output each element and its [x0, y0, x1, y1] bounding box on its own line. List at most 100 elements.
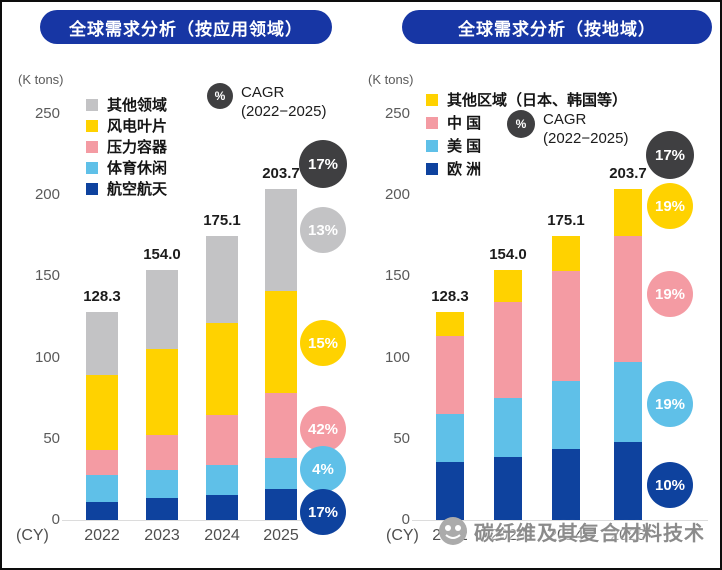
- watermark-text: 碳纤维及其复合材料技术: [474, 522, 705, 545]
- legend-item: 中 国: [426, 111, 627, 134]
- legend-item: 航空航天: [86, 178, 167, 199]
- bar-segment: [86, 375, 118, 451]
- percent-icon: %: [207, 83, 233, 109]
- bar-total-label: 128.3: [431, 287, 469, 305]
- bar-segment: [614, 442, 642, 520]
- bar-segment: [436, 461, 464, 520]
- bar-segment: [265, 458, 297, 490]
- bar-segment: [206, 464, 238, 495]
- legend-label: 其他领域: [107, 97, 168, 114]
- bar-segment: [552, 449, 580, 520]
- legend-label: 风电叶片: [107, 118, 168, 135]
- legend-swatch: [426, 93, 438, 106]
- legend-label: 压力容器: [107, 139, 168, 156]
- bar-segment: [494, 302, 522, 399]
- y-axis-tick: 0: [401, 511, 410, 528]
- x-axis-line: [412, 520, 708, 521]
- cagr-range: (2022−2025): [543, 130, 629, 147]
- bar-segment: [494, 398, 522, 457]
- legend-label: 体育休闲: [107, 160, 168, 177]
- stacked-bar-2023: [494, 269, 522, 520]
- legend-item: 体育休闲: [86, 157, 167, 178]
- cagr-badge: 19%: [647, 183, 693, 229]
- legend: 其他区域（日本、韩国等） 中 国美 国欧 洲: [426, 88, 627, 180]
- cagr-badge: 17%: [300, 489, 346, 535]
- x-axis-year-label: 2024: [204, 527, 240, 544]
- bar-segment: [206, 494, 238, 520]
- legend-item: 其他领域: [86, 94, 167, 115]
- bar-total-label: 203.7: [609, 165, 647, 183]
- stacked-bar-2025: [265, 189, 297, 520]
- bar-segment: [206, 323, 238, 416]
- bar-segment: [436, 311, 464, 337]
- watermark-logo-icon: [439, 517, 467, 545]
- x-axis-line: [62, 520, 344, 521]
- y-axis-tick: 250: [384, 105, 410, 122]
- y-axis-tick: 250: [34, 105, 60, 122]
- bar-segment: [146, 348, 178, 435]
- x-axis-unit-label: (CY): [16, 527, 49, 544]
- y-axis-tick: 100: [384, 348, 410, 366]
- legend-item: 压力容器: [86, 136, 167, 157]
- cagr-title: CAGR: [241, 84, 285, 101]
- bar-segment: [86, 311, 118, 376]
- cagr-badge: 15%: [300, 320, 346, 366]
- cagr-title: CAGR: [543, 111, 587, 128]
- bar-segment: [494, 269, 522, 303]
- y-axis-tick: 50: [393, 429, 410, 447]
- legend-swatch: [86, 140, 98, 153]
- bar-segment: [86, 474, 118, 503]
- chart-title: 全球需求分析（按应用领域）: [40, 10, 332, 44]
- cagr-header: % CAGR (2022−2025): [207, 83, 327, 121]
- stacked-bar-2023: [146, 269, 178, 520]
- cagr-range: (2022−2025): [241, 103, 327, 120]
- bar-total-label: 175.1: [203, 211, 241, 229]
- cagr-badge: 42%: [300, 406, 346, 452]
- legend-swatch: [86, 98, 98, 111]
- bar-segment: [146, 469, 178, 499]
- bar-segment: [86, 502, 118, 520]
- chart-title: 全球需求分析（按地域）: [402, 10, 712, 44]
- y-axis-unit-label: (K tons): [18, 72, 64, 87]
- watermark: 碳纤维及其复合材料技术: [438, 516, 705, 546]
- bar-segment: [552, 270, 580, 382]
- stacked-bar-2024: [206, 235, 238, 520]
- y-axis-tick: 150: [34, 267, 60, 285]
- percent-icon: %: [507, 110, 535, 138]
- x-axis-unit-label: (CY): [386, 527, 419, 544]
- legend-swatch: [426, 162, 438, 175]
- y-axis-tick: 200: [34, 186, 60, 204]
- x-axis-year-label: 2025: [263, 527, 299, 544]
- cagr-badge: 13%: [300, 207, 346, 253]
- bar-total-label: 154.0: [489, 245, 527, 263]
- bar-total-label: 175.1: [547, 211, 585, 229]
- legend-label: 欧 洲: [447, 161, 482, 178]
- bar-segment: [436, 336, 464, 415]
- bar-segment: [494, 456, 522, 520]
- legend-label: 美 国: [447, 138, 482, 155]
- bar-total-label: 203.7: [262, 165, 300, 183]
- bar-segment: [614, 235, 642, 363]
- bar-segment: [552, 381, 580, 450]
- stacked-bar-2025: [614, 189, 642, 520]
- cagr-badge: 19%: [647, 381, 693, 427]
- y-axis-tick: 50: [43, 429, 60, 447]
- bar-segment: [436, 414, 464, 462]
- bar-total-label: 128.3: [83, 287, 121, 305]
- stacked-bar-2022: [436, 311, 464, 520]
- cagr-badge: 19%: [647, 271, 693, 317]
- bar-segment: [614, 362, 642, 443]
- legend-swatch: [426, 139, 438, 152]
- legend-label: 其他区域（日本、韩国等）: [447, 92, 628, 109]
- stacked-bar-2022: [86, 311, 118, 520]
- legend-swatch: [86, 119, 98, 132]
- legend-item: 其他区域（日本、韩国等）: [426, 88, 627, 111]
- bar-segment: [265, 393, 297, 459]
- cagr-badge: 10%: [647, 462, 693, 508]
- bar-segment: [86, 450, 118, 475]
- x-axis-year-label: 2022: [84, 527, 120, 544]
- bar-segment: [146, 434, 178, 470]
- legend-swatch: [426, 116, 438, 129]
